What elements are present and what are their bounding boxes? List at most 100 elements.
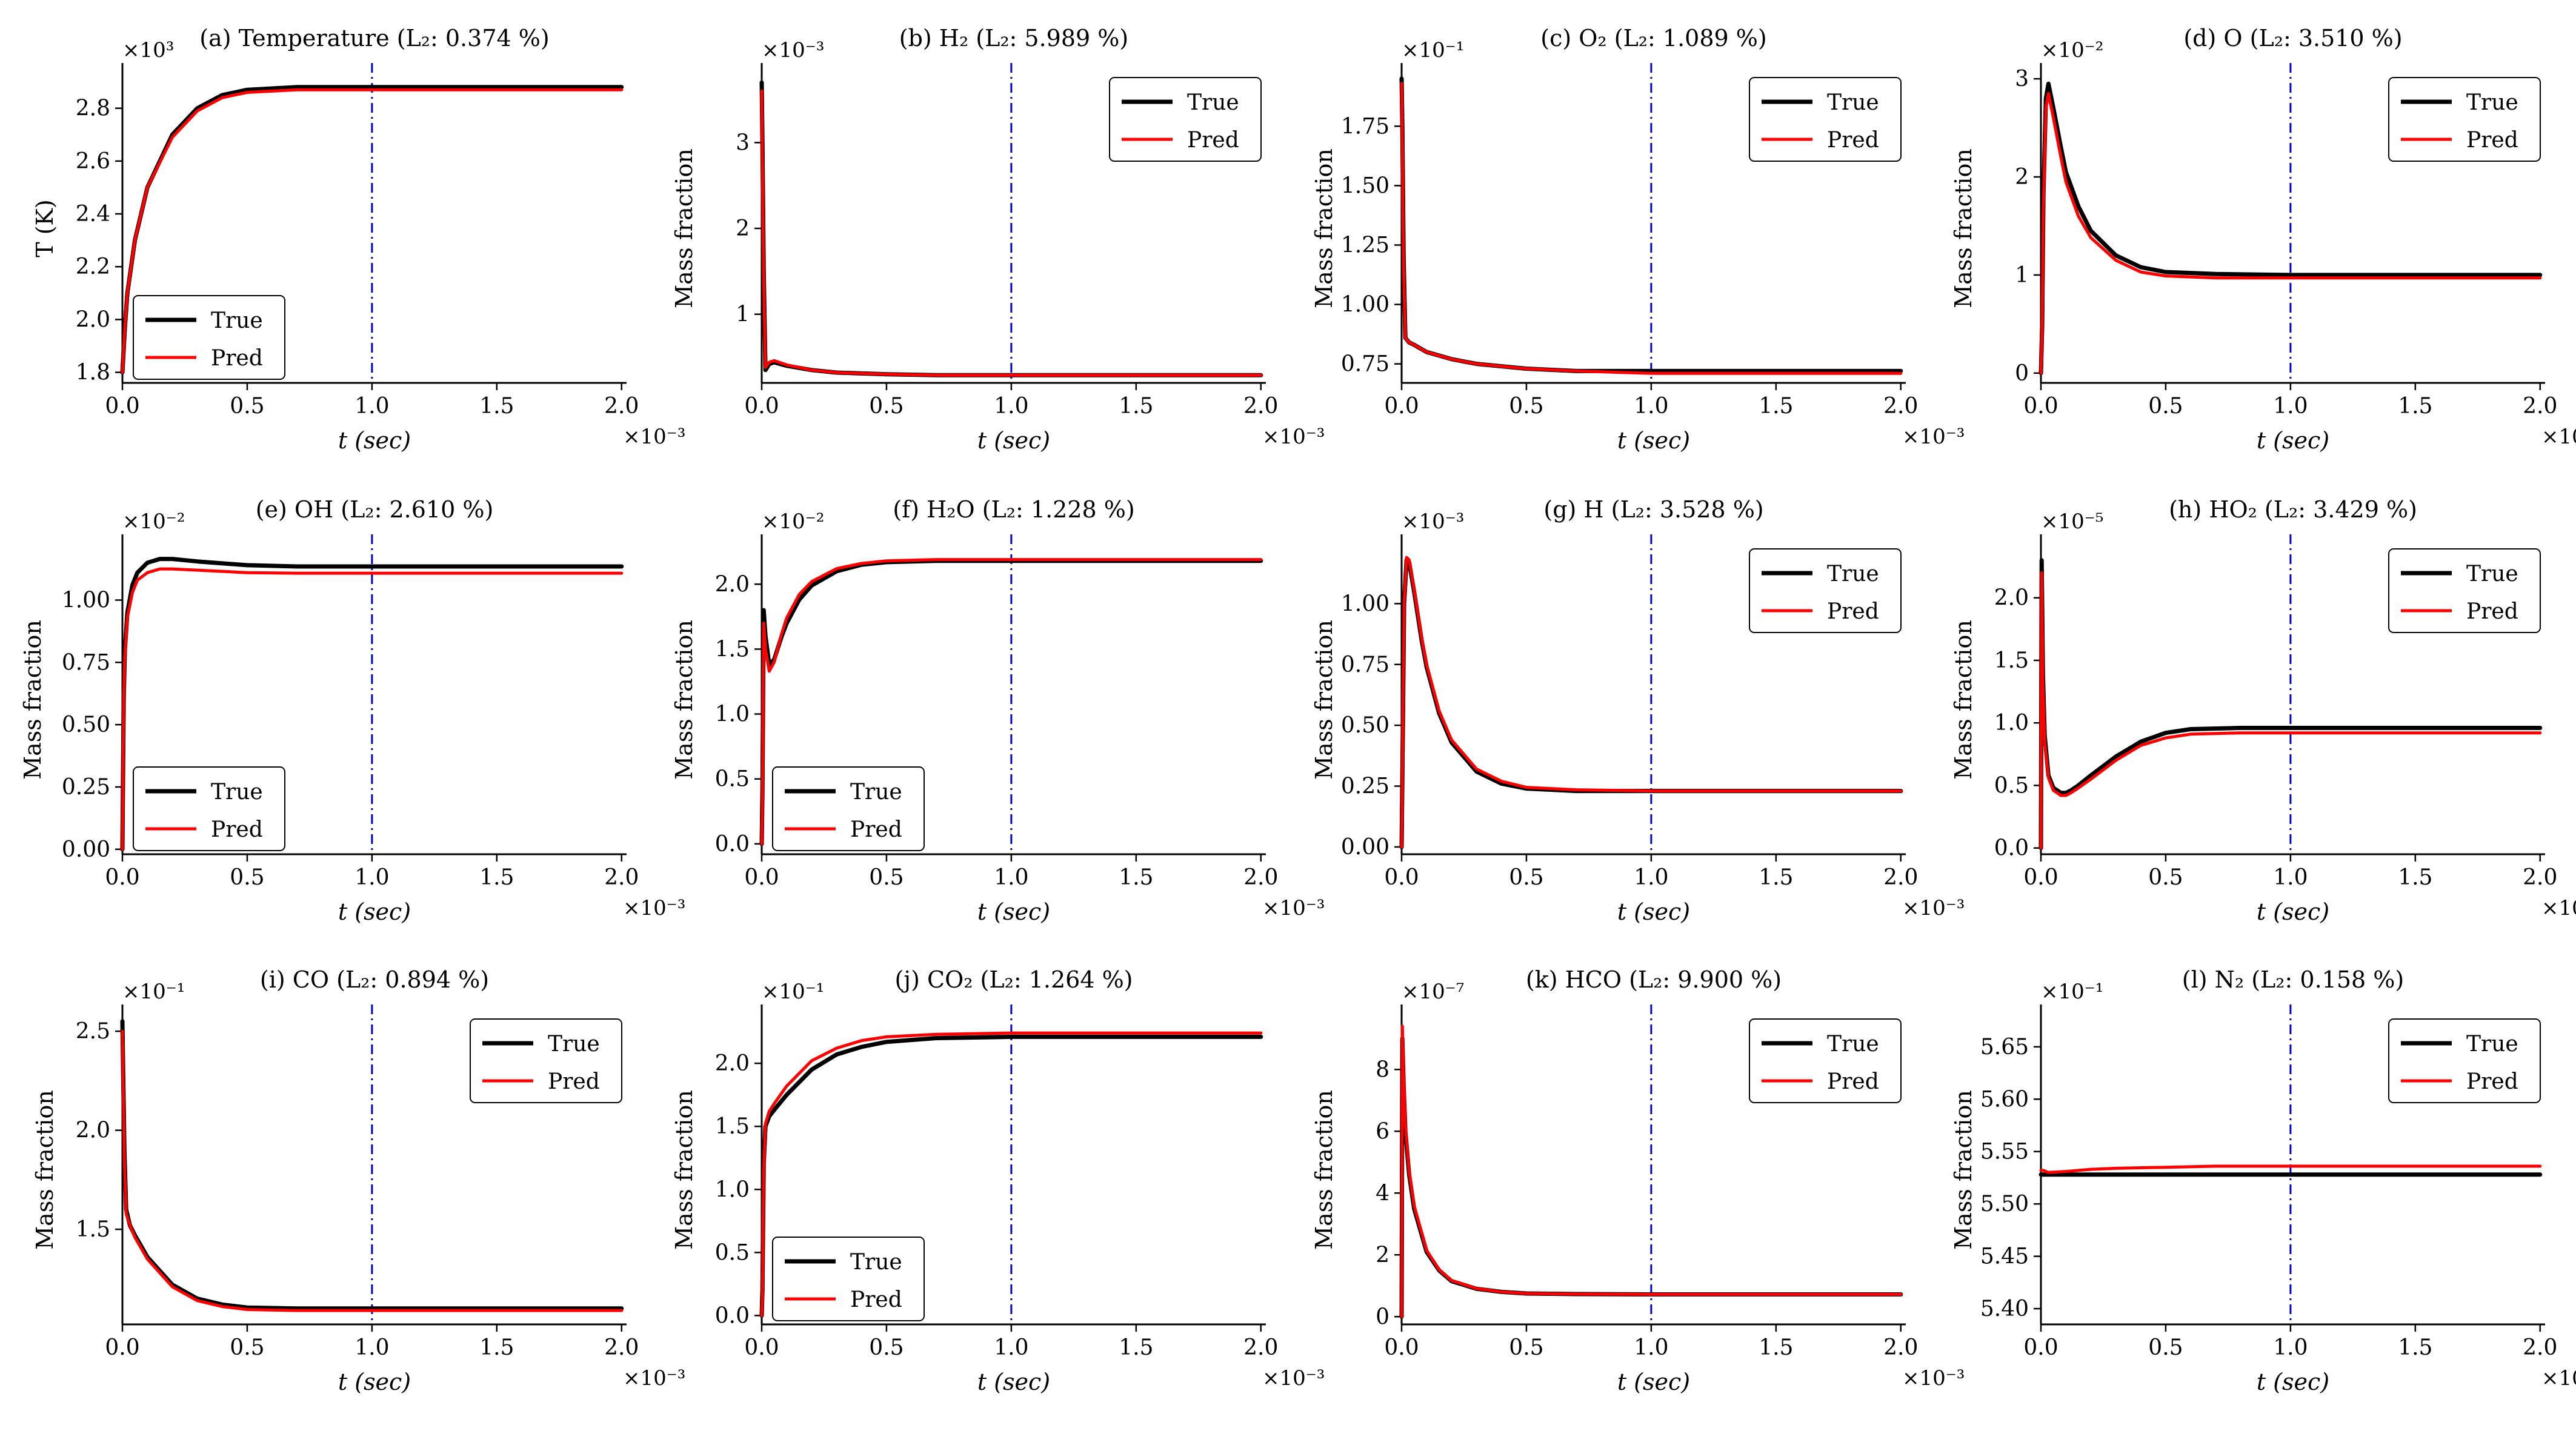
legend-label-pred: Pred xyxy=(2466,128,2518,153)
y-axis-label: Mass fraction xyxy=(671,620,697,780)
y-tick-label: 0.25 xyxy=(1341,774,1390,799)
x-tick-label: 0.0 xyxy=(2023,394,2058,419)
x-tick-label: 1.5 xyxy=(1759,1335,1793,1360)
x-tick-label: 2.0 xyxy=(1883,394,1918,419)
x-tick-label: 2.0 xyxy=(1243,394,1278,419)
series-line-pred xyxy=(2039,1164,2542,1174)
x-tick-label: 1.0 xyxy=(1634,865,1668,890)
x-tick-label: 1.0 xyxy=(2273,394,2308,419)
legend: True Pred xyxy=(1749,1018,1902,1103)
y-tick-label: 1.75 xyxy=(1341,114,1390,139)
y-axis-label: Mass fraction xyxy=(671,148,697,308)
y-tick-label: 3 xyxy=(2015,67,2029,91)
x-tick-label: 0.0 xyxy=(744,394,779,419)
y-multiplier: ×10⁻¹ xyxy=(2041,980,2103,1004)
y-axis-label: Mass fraction xyxy=(1311,1090,1337,1250)
x-tick-label: 2.0 xyxy=(604,1335,639,1360)
x-tick-label: 2.0 xyxy=(2523,1335,2557,1360)
x-multiplier: ×10⁻³ xyxy=(1262,425,1325,449)
x-tick-label: 0.5 xyxy=(2148,865,2183,890)
x-tick-label: 0.5 xyxy=(869,865,904,890)
y-tick-label: 1.5 xyxy=(76,1217,110,1242)
y-tick-label: 2.8 xyxy=(76,96,110,121)
y-tick-label: 5.60 xyxy=(1980,1087,2029,1112)
x-multiplier: ×10⁻³ xyxy=(2541,1366,2576,1390)
y-tick-label: 5.40 xyxy=(1980,1297,2029,1321)
y-axis-label: Mass fraction xyxy=(19,620,46,780)
y-multiplier: ×10⁻² xyxy=(762,510,824,534)
y-tick-label: 2.0 xyxy=(715,1051,750,1076)
x-axis-label: t (sec) xyxy=(338,898,411,925)
y-multiplier: ×10³ xyxy=(122,38,174,62)
y-tick-label: 1.5 xyxy=(1994,648,2029,673)
subplot-a: (a) Temperature (L₂: 0.374 %) 1.8 2.0 2.2 2.… xyxy=(32,25,685,454)
legend-label-true: True xyxy=(2466,562,2518,586)
y-tick-label: 0.50 xyxy=(1341,713,1390,738)
subplot-title: (j) CO₂ (L₂: 1.264 %) xyxy=(894,966,1133,993)
x-tick-label: 0.5 xyxy=(2148,1335,2183,1360)
series-line-pred xyxy=(760,558,1263,846)
y-tick-label: 2.4 xyxy=(76,202,110,227)
legend: True Pred xyxy=(2388,77,2541,162)
y-axis-label: Mass fraction xyxy=(32,1090,58,1250)
y-axis-label: Mass fraction xyxy=(1950,1090,1977,1250)
y-tick-label: 1.8 xyxy=(76,360,110,385)
x-tick-label: 1.5 xyxy=(2398,1335,2432,1360)
y-tick-label: 2.0 xyxy=(715,572,750,597)
y-tick-label: 1.00 xyxy=(62,588,110,613)
y-multiplier: ×10⁻² xyxy=(122,510,185,534)
y-tick-label: 1.5 xyxy=(715,1114,750,1139)
x-tick-label: 0.5 xyxy=(1509,394,1543,419)
x-tick-label: 0.0 xyxy=(2023,1335,2058,1360)
x-tick-label: 0.0 xyxy=(1384,865,1419,890)
y-tick-label: 2.6 xyxy=(76,149,110,174)
x-axis-label: t (sec) xyxy=(2257,1369,2329,1395)
x-tick-label: 0.5 xyxy=(230,1335,264,1360)
subplot-j: (j) CO₂ (L₂: 1.264 %) 0.0 0.5 1.0 1.5 2.0 ×10⁻… xyxy=(671,966,1325,1395)
x-axis-label: t (sec) xyxy=(338,1369,411,1395)
x-tick-label: 2.0 xyxy=(604,865,639,890)
x-tick-label: 1.0 xyxy=(1634,1335,1668,1360)
y-tick-label: 0.5 xyxy=(715,767,750,792)
y-tick-label: 0.50 xyxy=(62,712,110,737)
legend-label-pred: Pred xyxy=(2466,1069,2518,1094)
subplot-title: (a) Temperature (L₂: 0.374 %) xyxy=(199,25,549,51)
x-multiplier: ×10⁻³ xyxy=(623,425,685,449)
y-tick-label: 0.0 xyxy=(715,1303,750,1328)
x-tick-label: 2.0 xyxy=(2523,394,2557,419)
x-multiplier: ×10⁻³ xyxy=(623,1366,685,1390)
x-tick-label: 2.0 xyxy=(1243,865,1278,890)
x-tick-label: 2.0 xyxy=(1883,865,1918,890)
series-line-pred xyxy=(760,89,1263,377)
y-tick-label: 1.25 xyxy=(1341,233,1390,257)
x-tick-label: 1.5 xyxy=(1759,865,1793,890)
x-tick-label: 1.0 xyxy=(994,394,1028,419)
x-tick-label: 1.5 xyxy=(1119,1335,1153,1360)
x-multiplier: ×10⁻³ xyxy=(623,896,685,920)
legend-label-pred: Pred xyxy=(211,817,263,842)
x-tick-label: 1.0 xyxy=(354,865,389,890)
series-line-pred xyxy=(760,1031,1263,1317)
x-tick-label: 2.0 xyxy=(1243,1335,1278,1360)
x-tick-label: 0.5 xyxy=(1509,1335,1543,1360)
y-tick-label: 5.50 xyxy=(1980,1192,2029,1217)
x-tick-label: 1.0 xyxy=(994,1335,1028,1360)
x-tick-label: 0.0 xyxy=(744,1335,779,1360)
x-tick-label: 1.5 xyxy=(479,1335,514,1360)
y-tick-label: 0.0 xyxy=(715,832,750,857)
y-tick-label: 5.55 xyxy=(1980,1140,2029,1164)
legend-label-pred: Pred xyxy=(211,346,263,371)
y-tick-label: 2.0 xyxy=(76,1118,110,1143)
x-tick-label: 0.5 xyxy=(1509,865,1543,890)
x-tick-label: 1.0 xyxy=(2273,1335,2308,1360)
y-tick-label: 2.0 xyxy=(76,307,110,332)
x-axis-label: t (sec) xyxy=(977,898,1050,925)
y-multiplier: ×10⁻⁵ xyxy=(2041,510,2103,534)
x-tick-label: 0.5 xyxy=(230,394,264,419)
x-tick-label: 1.5 xyxy=(1119,394,1153,419)
subplot-title: (f) H₂O (L₂: 1.228 %) xyxy=(893,496,1134,523)
y-multiplier: ×10⁻³ xyxy=(1402,510,1464,534)
legend-label-true: True xyxy=(1827,562,1879,586)
x-tick-label: 1.5 xyxy=(479,394,514,419)
subplot-l: (l) N₂ (L₂: 0.158 %) 5.40 5.45 5.50 5.55 5.60… xyxy=(1950,966,2576,1395)
